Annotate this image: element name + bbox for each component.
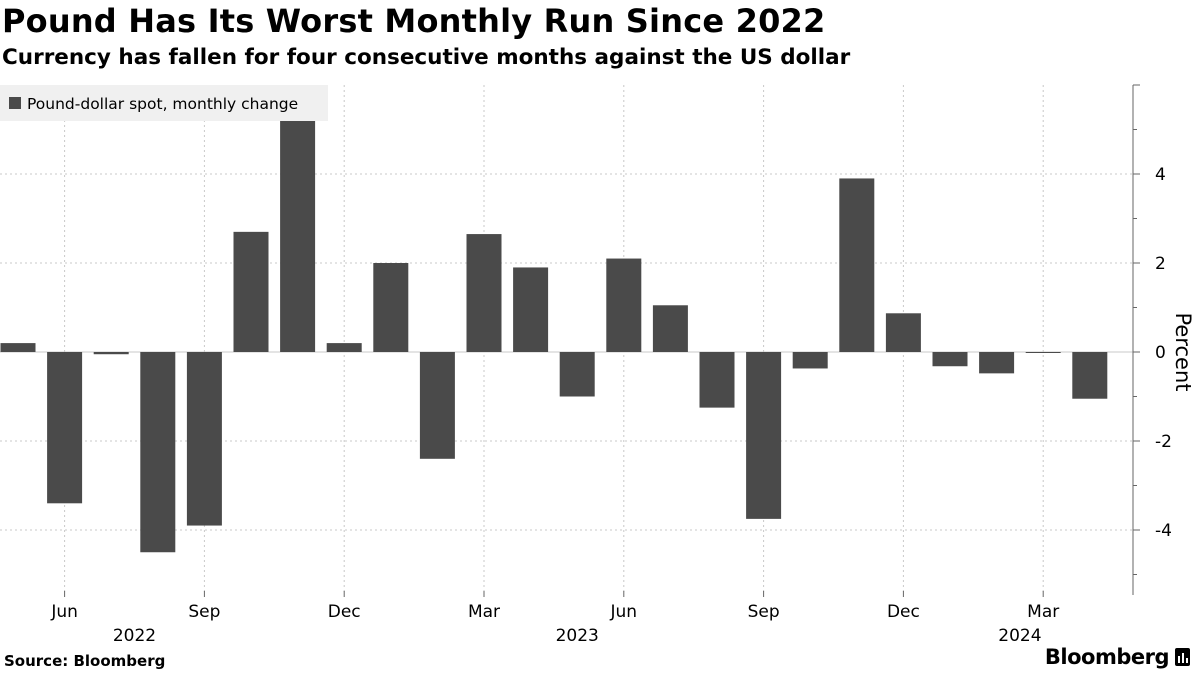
x-tick-label: Dec — [328, 602, 361, 622]
bar-2023-07 — [652, 305, 688, 352]
bar-2022-09 — [186, 352, 222, 526]
bar-2023-09 — [746, 352, 782, 519]
x-year-label: 2022 — [113, 626, 156, 646]
x-year-label: 2024 — [998, 626, 1041, 646]
bar-2023-08 — [699, 352, 735, 408]
bar-2022-07 — [93, 352, 129, 355]
legend-label: Pound-dollar spot, monthly change — [27, 95, 298, 113]
y-tick-label: 2 — [1155, 254, 1166, 274]
bar-2022-10 — [233, 231, 269, 352]
y-axis-title: Percent — [1171, 312, 1195, 391]
bar-2023-03 — [466, 234, 502, 352]
bloomberg-logo: Bloomberg — [1045, 645, 1190, 669]
bar-2023-02 — [419, 352, 455, 459]
chart-title: Pound Has Its Worst Monthly Run Since 20… — [2, 2, 826, 40]
y-tick-label: -4 — [1155, 521, 1172, 541]
x-tick-label: Jun — [50, 602, 78, 622]
source-note: Source: Bloomberg — [4, 652, 166, 670]
bar-2023-01 — [373, 263, 409, 352]
bar-2024-01 — [932, 352, 968, 367]
legend-box — [0, 85, 328, 121]
x-tick-label: Jun — [610, 602, 638, 622]
bar-2024-03 — [1025, 352, 1061, 353]
bar-2022-08 — [140, 352, 176, 553]
bar-2022-12 — [326, 343, 362, 352]
bar-2023-05 — [559, 352, 595, 397]
brand-name: Bloomberg — [1044, 645, 1170, 669]
bar-2022-11 — [280, 120, 316, 352]
legend-swatch — [9, 97, 21, 109]
x-tick-label: Sep — [188, 602, 220, 622]
bar-2024-02 — [979, 352, 1015, 374]
x-tick-label: Mar — [1027, 602, 1059, 622]
y-tick-label: -2 — [1155, 432, 1172, 452]
y-tick-label: 0 — [1155, 343, 1166, 363]
bar-2023-12 — [885, 313, 921, 352]
chart-subtitle: Currency has fallen for four consecutive… — [2, 45, 851, 70]
x-tick-label: Sep — [748, 602, 780, 622]
bar-2023-11 — [839, 178, 875, 352]
bar-2024-04 — [1072, 352, 1108, 399]
bar-2022-05 — [0, 343, 36, 352]
bar-2023-10 — [792, 352, 828, 369]
x-tick-label: Mar — [468, 602, 500, 622]
x-year-label: 2023 — [556, 626, 599, 646]
x-tick-label: Dec — [887, 602, 920, 622]
terminal-icon — [1175, 648, 1190, 666]
bar-2023-04 — [513, 267, 549, 352]
y-tick-label: 4 — [1155, 165, 1166, 185]
bar-2023-06 — [606, 258, 642, 352]
bar-2022-06 — [47, 352, 83, 504]
